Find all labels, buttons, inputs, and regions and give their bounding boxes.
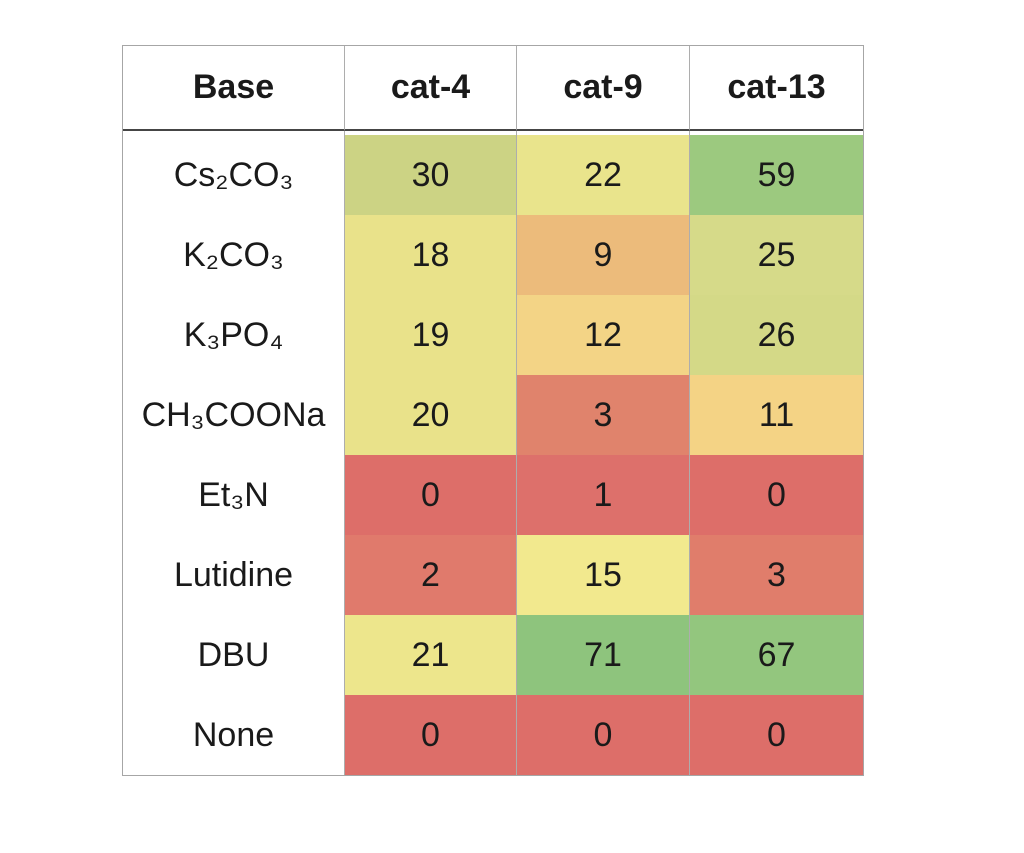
row-label-base: Lutidine bbox=[123, 535, 345, 615]
row-label-base: K₂CO₃ bbox=[123, 215, 345, 295]
heatmap-cell: 0 bbox=[345, 695, 517, 775]
table-row: DBU 21 71 67 bbox=[123, 615, 863, 695]
column-header-cat-9: cat-9 bbox=[517, 46, 690, 131]
heatmap-cell: 19 bbox=[345, 295, 517, 375]
heatmap-cell: 0 bbox=[690, 695, 863, 775]
heatmap-cell: 22 bbox=[517, 135, 690, 215]
row-label-base: DBU bbox=[123, 615, 345, 695]
column-header-cat-13: cat-13 bbox=[690, 46, 863, 131]
heatmap-cell: 18 bbox=[345, 215, 517, 295]
heatmap-cell: 15 bbox=[517, 535, 690, 615]
heatmap-cell: 71 bbox=[517, 615, 690, 695]
heatmap-cell: 30 bbox=[345, 135, 517, 215]
heatmap-cell: 59 bbox=[690, 135, 863, 215]
row-label-base: CH₃COONa bbox=[123, 375, 345, 455]
gap-cell bbox=[123, 131, 345, 135]
table-row: CH₃COONa 20 3 11 bbox=[123, 375, 863, 455]
row-label-base: K₃PO₄ bbox=[123, 295, 345, 375]
heatmap-cell: 2 bbox=[345, 535, 517, 615]
gap-cell bbox=[517, 131, 690, 135]
heatmap-cell: 12 bbox=[517, 295, 690, 375]
heatmap-cell: 21 bbox=[345, 615, 517, 695]
row-label-base: None bbox=[123, 695, 345, 775]
row-label-base: Cs₂CO₃ bbox=[123, 135, 345, 215]
table-row: Cs₂CO₃ 30 22 59 bbox=[123, 135, 863, 215]
heatmap-cell: 0 bbox=[345, 455, 517, 535]
heatmap-cell: 0 bbox=[690, 455, 863, 535]
column-header-cat-4: cat-4 bbox=[345, 46, 517, 131]
gap-cell bbox=[690, 131, 863, 135]
column-header-base: Base bbox=[123, 46, 345, 131]
heatmap-cell: 0 bbox=[517, 695, 690, 775]
table-row: K₂CO₃ 18 9 25 bbox=[123, 215, 863, 295]
heatmap-cell: 3 bbox=[517, 375, 690, 455]
table-row: K₃PO₄ 19 12 26 bbox=[123, 295, 863, 375]
table-row: Lutidine 2 15 3 bbox=[123, 535, 863, 615]
header-row: Base cat-4 cat-9 cat-13 bbox=[123, 46, 863, 131]
row-label-base: Et₃N bbox=[123, 455, 345, 535]
heatmap-cell: 1 bbox=[517, 455, 690, 535]
heatmap-cell: 67 bbox=[690, 615, 863, 695]
heatmap-cell: 9 bbox=[517, 215, 690, 295]
heatmap-cell: 11 bbox=[690, 375, 863, 455]
heatmap-cell: 26 bbox=[690, 295, 863, 375]
header-gap-row bbox=[123, 131, 863, 135]
gap-cell bbox=[345, 131, 517, 135]
base-catalyst-heatmap: Base cat-4 cat-9 cat-13 Cs₂CO₃ 30 22 59 K₂CO… bbox=[122, 45, 864, 776]
table-row: Et₃N 0 1 0 bbox=[123, 455, 863, 535]
heatmap-cell: 3 bbox=[690, 535, 863, 615]
base-catalyst-table: Base cat-4 cat-9 cat-13 Cs₂CO₃ 30 22 59 K₂CO… bbox=[122, 45, 864, 776]
table-row: None 0 0 0 bbox=[123, 695, 863, 775]
heatmap-cell: 25 bbox=[690, 215, 863, 295]
heatmap-cell: 20 bbox=[345, 375, 517, 455]
